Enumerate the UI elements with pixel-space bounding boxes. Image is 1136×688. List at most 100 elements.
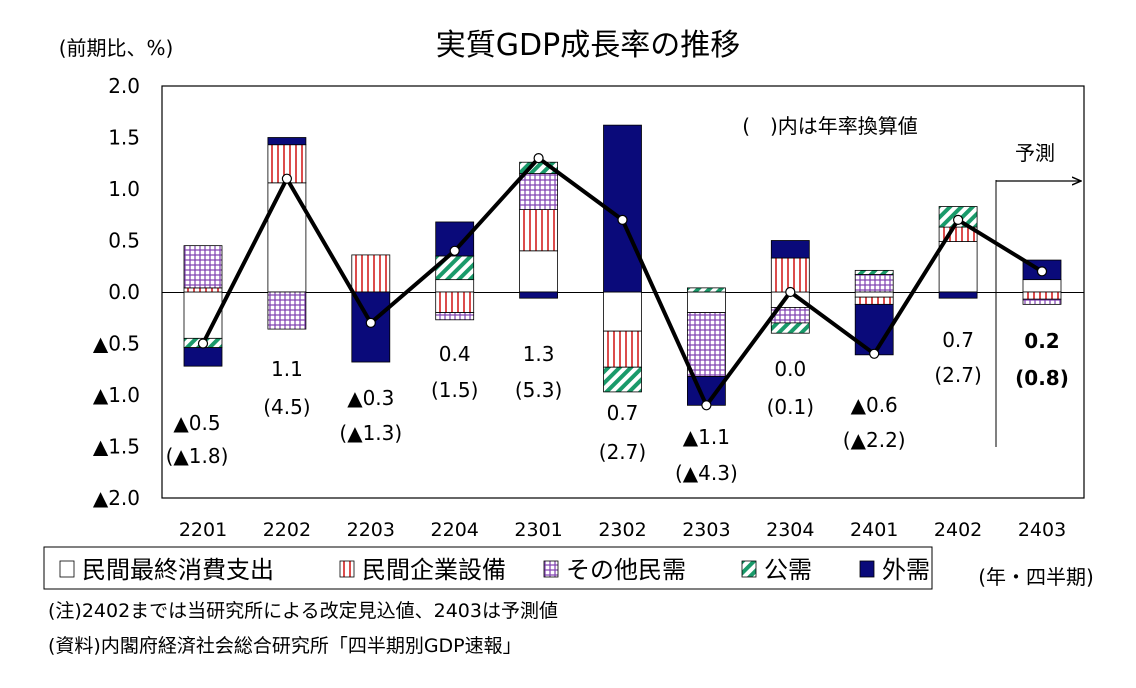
note-source: (資料)内閣府経済社会総合研究所「四半期別GDP速報」 [48, 635, 522, 657]
y-tick-label: 1.5 [108, 126, 140, 150]
bar-segment-stripe-red [854, 296, 894, 305]
x-category-label: 2303 [682, 519, 730, 541]
legend-swatch-diag-green [741, 560, 757, 578]
legend-label: 民間企業設備 [362, 556, 506, 584]
y-tick-label: ▲1.5 [93, 435, 140, 459]
qoq-value-label: ▲0.3 [347, 386, 394, 410]
x-category-label: 2203 [347, 519, 395, 541]
forecast-label: 予測 [1015, 141, 1055, 165]
bar-segment-grid-purple [183, 245, 223, 289]
bar-segment-stripe-red [351, 254, 391, 293]
bar-segment-white [603, 291, 642, 332]
qoq-value-label: 0.0 [774, 357, 806, 381]
annualized-value-label: (▲4.3) [675, 461, 738, 485]
qoq-value-label: 0.2 [1024, 329, 1059, 353]
bar-segment-navy [938, 291, 978, 299]
growth-rate-point [449, 245, 460, 256]
bar-segment-navy [267, 137, 307, 146]
annualized-value-label: (0.1) [767, 395, 814, 419]
x-category-label: 2201 [179, 519, 227, 541]
bar-segment-white [519, 250, 558, 293]
bar-segment-stripe-red [519, 209, 558, 252]
qoq-value-label: 1.3 [523, 342, 555, 366]
annualized-value-label: (2.7) [599, 440, 646, 464]
bar-segment-stripe-red [603, 330, 642, 368]
annualized-value-label: (2.7) [934, 363, 981, 387]
note-forecast: (注)2402までは当研究所による改定見込値、2403は予測値 [48, 600, 558, 622]
bar-segment-stripe-red [183, 287, 223, 293]
annualized-value-label: (▲2.2) [843, 428, 906, 452]
annualized-value-label: (0.8) [1015, 366, 1069, 390]
bar-segment-diag-green [435, 255, 475, 281]
annualized-value-label: (4.5) [263, 395, 310, 419]
annualized-value-label: (5.3) [515, 378, 562, 402]
bar-segment-grid-purple [1022, 298, 1062, 305]
y-tick-label: 2.0 [108, 74, 140, 98]
bar-segment-navy [183, 347, 223, 367]
bar-segment-white [854, 291, 894, 298]
x-category-label: 2401 [850, 519, 898, 541]
y-tick-label: ▲2.0 [93, 486, 140, 510]
legend-swatch-navy [859, 560, 875, 578]
qoq-value-label: 0.4 [439, 342, 471, 366]
y-tick-label: ▲1.0 [93, 383, 140, 407]
legend-label: 民間最終消費支出 [82, 556, 274, 584]
y-tick-label: ▲0.5 [93, 332, 140, 356]
bar-segment-stripe-red [770, 257, 810, 293]
bar-segment-stripe-red [435, 291, 475, 314]
legend-label: 外需 [882, 556, 930, 584]
bar-segment-navy [519, 291, 558, 299]
qoq-value-label: ▲0.5 [173, 411, 220, 435]
qoq-value-label: ▲1.1 [683, 425, 730, 449]
x-category-label: 2204 [431, 519, 479, 541]
y-tick-label: 0.5 [108, 229, 140, 253]
annualized-value-label: (▲1.8) [166, 444, 229, 468]
growth-rate-point [869, 348, 880, 359]
qoq-value-label: 1.1 [271, 357, 303, 381]
growth-rate-point [617, 214, 628, 225]
x-category-label: 2402 [934, 519, 982, 541]
growth-rate-point [533, 153, 544, 164]
bar-segment-stripe-red [1022, 291, 1062, 300]
growth-rate-point [197, 338, 209, 349]
bar-segment-diag-green [687, 287, 726, 293]
qoq-value-label: 0.7 [942, 328, 974, 352]
annualized-value-label: (1.5) [431, 378, 478, 402]
qoq-value-label: 0.7 [607, 401, 639, 425]
x-category-label: 2301 [514, 519, 562, 541]
legend-swatch-stripe-red [339, 560, 355, 578]
growth-rate-point [1036, 266, 1048, 277]
qoq-value-label: ▲0.6 [851, 393, 898, 417]
legend-swatch-grid-purple [543, 560, 559, 578]
growth-rate-point [281, 173, 292, 184]
bar-segment-navy [603, 124, 642, 293]
period-label: (年・四半期) [978, 565, 1094, 589]
legend-swatch-white [59, 560, 75, 578]
bar-segment-white [1022, 279, 1062, 293]
bar-segment-grid-purple [687, 312, 726, 377]
bar-segment-diag-green [770, 322, 810, 334]
bar-segment-grid-purple [435, 312, 475, 321]
bar-segment-white [435, 279, 475, 293]
x-category-label: 2403 [1018, 519, 1066, 541]
legend-label: その他民需 [566, 556, 686, 584]
legend-box [43, 546, 933, 590]
growth-rate-point [701, 400, 712, 411]
bar-segment-grid-purple [854, 274, 894, 293]
annual-rate-note: ( )内は年率換算値 [742, 114, 918, 138]
bar-segment-diag-green [854, 269, 894, 275]
y-tick-label: 1.0 [108, 177, 140, 201]
bar-segment-diag-green [603, 366, 642, 393]
bar-segment-grid-purple [267, 291, 307, 330]
legend-label: 公需 [764, 556, 812, 584]
x-category-label: 2202 [263, 519, 311, 541]
y-unit-label: (前期比、%) [59, 36, 174, 60]
growth-rate-point [952, 214, 964, 225]
bar-segment-navy [770, 240, 810, 259]
bar-segment-grid-purple [519, 173, 558, 211]
x-category-label: 2302 [598, 519, 646, 541]
x-category-label: 2304 [766, 519, 814, 541]
annualized-value-label: (▲1.3) [339, 421, 402, 445]
growth-rate-point [365, 317, 376, 328]
